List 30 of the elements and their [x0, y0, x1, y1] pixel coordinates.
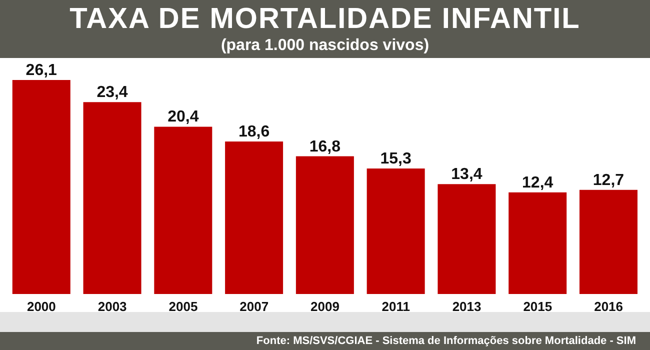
bar: [154, 126, 212, 294]
bar: [579, 190, 638, 294]
x-tick-label: 2003: [98, 299, 127, 314]
data-label: 13,4: [451, 166, 482, 184]
bar: [83, 102, 142, 294]
data-label: 20,4: [168, 108, 199, 126]
bar: [296, 156, 354, 294]
x-tick-label: 2007: [240, 299, 269, 314]
bar: [438, 184, 496, 294]
data-label: 23,4: [96, 84, 128, 102]
source-note: Fonte: MS/SVS/CGIAE - Sistema de Informações sobre Mortalidade - SIM: [256, 335, 636, 347]
data-label: 12,7: [592, 172, 624, 189]
x-tick-label: 2015: [523, 299, 552, 314]
bar: [366, 168, 425, 294]
x-tick-label: 2009: [310, 299, 340, 314]
x-tick-label: 2016: [594, 299, 624, 314]
x-tick-label: 2011: [382, 299, 410, 314]
x-tick-label: 2000: [26, 299, 56, 314]
bar: [12, 80, 70, 294]
bar: [508, 192, 567, 294]
data-label: 15,3: [380, 150, 412, 168]
chart-subtitle: (para 1.000 nascidos vivos): [220, 36, 430, 56]
data-label: 12,4: [522, 174, 554, 192]
data-label: 16,8: [309, 138, 341, 156]
x-tick-label: 2005: [168, 299, 198, 314]
chart-title: TAXA DE MORTALIDADE INFANTIL: [68, 2, 582, 36]
bar: [225, 141, 284, 294]
x-tick-label: 2013: [452, 299, 482, 314]
data-label: 18,6: [238, 123, 270, 140]
data-label: 26,1: [26, 62, 58, 79]
